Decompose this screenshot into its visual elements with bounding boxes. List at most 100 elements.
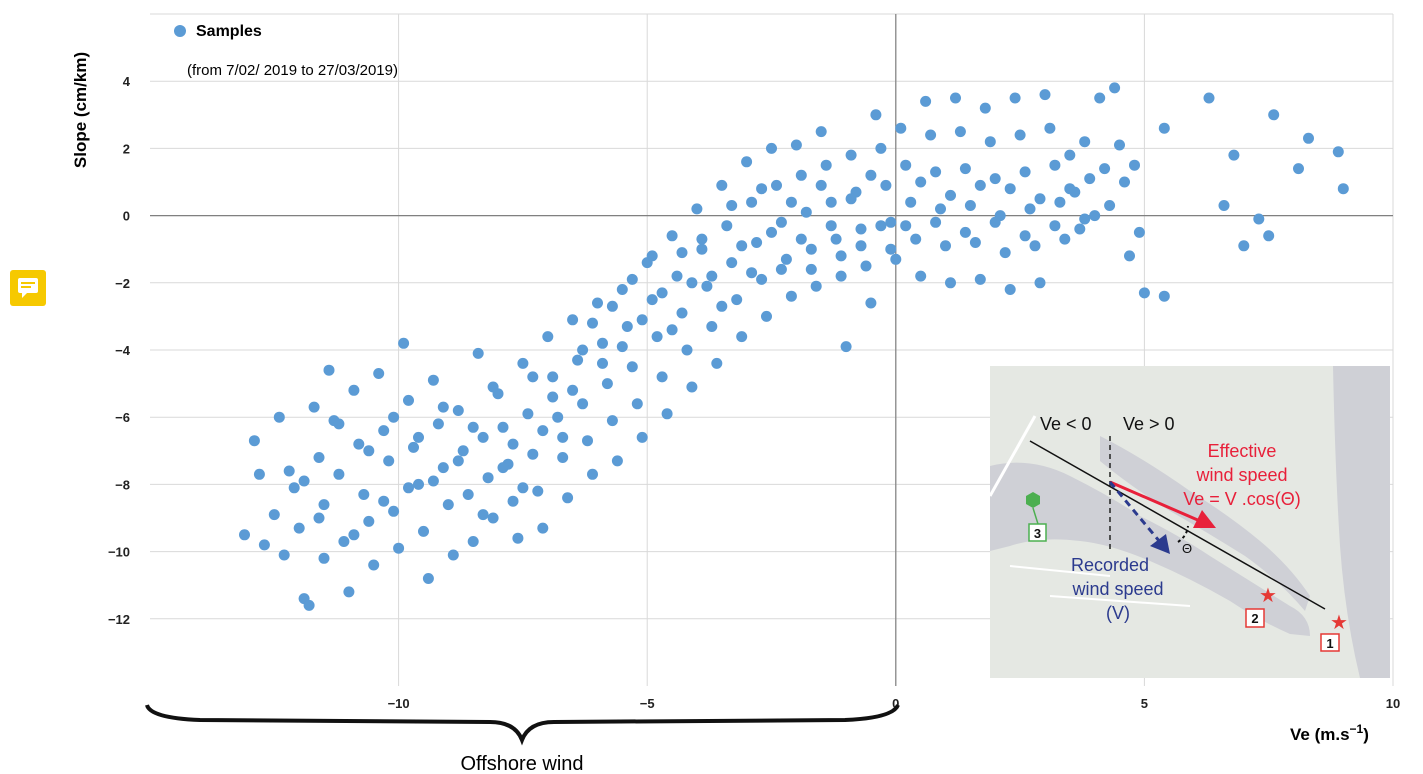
scatter-point xyxy=(373,368,385,379)
scatter-point xyxy=(557,431,569,443)
scatter-point xyxy=(1024,203,1036,215)
scatter-point xyxy=(895,122,907,134)
scatter-point xyxy=(706,321,718,332)
y-tick-label: −8 xyxy=(115,477,130,492)
scatter-point xyxy=(785,290,797,302)
scatter-point xyxy=(413,431,424,443)
scatter-point xyxy=(517,357,529,369)
scatter-point xyxy=(646,250,658,262)
scatter-point xyxy=(686,277,698,289)
scatter-point xyxy=(323,364,335,376)
sea-shape xyxy=(1333,366,1390,678)
scatter-point xyxy=(935,203,946,215)
y-tick-label: −4 xyxy=(115,343,131,358)
scatter-point xyxy=(741,156,753,168)
scatter-point xyxy=(775,216,787,228)
scatter-point xyxy=(959,226,971,238)
scatter-point xyxy=(572,354,584,366)
scatter-point xyxy=(592,297,603,309)
scatter-point xyxy=(1044,122,1056,134)
scatter-point xyxy=(626,361,638,373)
station-3-box xyxy=(1028,523,1047,542)
scatter-point xyxy=(1049,220,1061,232)
scatter-point xyxy=(820,159,832,171)
scatter-point xyxy=(865,297,877,309)
scatter-point xyxy=(1332,146,1344,158)
scatter-point xyxy=(790,139,802,151)
scatter-point xyxy=(313,452,325,463)
scatter-point xyxy=(636,431,648,443)
station-2-star: ★ xyxy=(1259,585,1277,607)
scatter-point xyxy=(651,331,663,343)
scatter-point xyxy=(597,357,608,369)
recorded-label-3: (V) xyxy=(1106,603,1130,623)
scatter-point xyxy=(442,499,454,511)
scatter-point xyxy=(989,173,1001,185)
scatter-point xyxy=(855,240,867,252)
scatter-point xyxy=(1104,200,1116,211)
scatter-point xyxy=(1133,226,1145,238)
scatter-point xyxy=(1228,149,1240,161)
scatter-point xyxy=(1019,166,1031,178)
scatter-point xyxy=(1059,233,1071,245)
estuary-shape xyxy=(990,462,1310,636)
scatter-point xyxy=(661,408,673,420)
comment-icon[interactable] xyxy=(10,270,46,306)
y-tick-label: −10 xyxy=(108,545,130,560)
scatter-point xyxy=(343,586,355,598)
scatter-point xyxy=(303,599,315,611)
scatter-point xyxy=(403,394,414,406)
legend-label: Samples xyxy=(196,23,262,40)
scatter-point xyxy=(452,405,464,416)
scatter-point xyxy=(398,337,410,349)
scatter-point xyxy=(552,411,564,423)
scatter-point xyxy=(427,374,439,386)
scatter-point xyxy=(766,142,777,154)
scatter-point xyxy=(940,240,951,252)
scatter-point xyxy=(532,485,544,497)
scatter-point xyxy=(875,220,887,232)
scatter-point xyxy=(1293,163,1304,175)
scatter-point xyxy=(283,465,295,477)
scatter-point xyxy=(1064,183,1076,195)
scatter-point xyxy=(751,237,763,248)
recorded-arrowhead xyxy=(1150,534,1170,554)
scatter-point xyxy=(925,129,937,141)
x-tick-labels: −10 −5 0 5 10 xyxy=(388,696,1401,711)
scatter-point xyxy=(945,189,956,201)
scatter-point xyxy=(606,300,618,312)
scatter-point xyxy=(348,384,360,396)
scatter-point xyxy=(631,398,643,410)
scatter-point xyxy=(606,415,618,427)
scatter-point xyxy=(1099,163,1111,175)
scatter-point xyxy=(368,559,380,571)
scatter-point xyxy=(497,421,509,433)
scatter-point xyxy=(1029,240,1041,252)
scatter-point xyxy=(825,220,837,232)
legend: Samples (from 7/02/ 2019 to 27/03/2019) xyxy=(174,23,398,79)
scatter-point xyxy=(1079,213,1091,225)
scatter-point xyxy=(537,425,549,437)
x-tick-label: −10 xyxy=(388,696,410,711)
scatter-point xyxy=(318,552,330,564)
station-1-label: 1 xyxy=(1326,636,1333,651)
scatter-point xyxy=(487,512,499,524)
scatter-point xyxy=(482,472,494,484)
scatter-point xyxy=(477,509,489,521)
scatter-point xyxy=(825,196,837,208)
scatter-point xyxy=(915,270,927,282)
scatter-point xyxy=(1218,200,1230,211)
scatter-point xyxy=(517,482,529,494)
scatter-point xyxy=(1337,183,1349,195)
scatter-point xyxy=(1079,136,1091,148)
scatter-point xyxy=(676,307,688,319)
scatter-point xyxy=(258,539,270,551)
scatter-point xyxy=(547,371,559,383)
scatter-point xyxy=(467,421,479,433)
scatter-point xyxy=(1158,290,1170,302)
scatter-point xyxy=(487,381,499,393)
brace-label: Offshore wind xyxy=(460,753,583,774)
scatter-point xyxy=(616,284,628,295)
scatter-point xyxy=(920,95,932,107)
